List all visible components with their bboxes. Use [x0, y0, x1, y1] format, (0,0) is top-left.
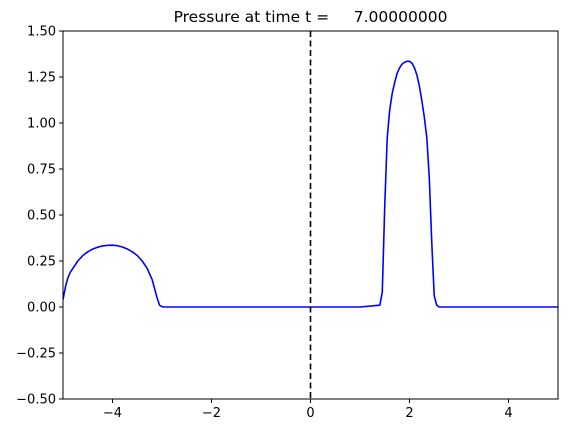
x-axis: −4 −2 0 2 4	[103, 399, 513, 421]
y-tick-label: 1.25	[27, 71, 56, 86]
chart-title: Pressure at time t = 7.00000000	[174, 8, 448, 26]
plot-content	[63, 31, 558, 399]
y-tick-label: 1.50	[27, 25, 56, 40]
y-tick-label: 0.50	[27, 209, 56, 224]
series-line-1	[63, 60, 558, 308]
y-tick-label: −0.25	[16, 347, 56, 362]
y-axis: −0.50 −0.25 0.00 0.25 0.50 0.75 1.00 1.25 1.50	[16, 25, 63, 408]
x-tick-label: −2	[202, 406, 221, 421]
y-tick-label: 0.75	[27, 163, 56, 178]
x-tick-label: 2	[405, 406, 413, 421]
x-tick-label: −4	[103, 406, 122, 421]
y-tick-label: 0.00	[27, 301, 56, 316]
x-tick-label: 0	[306, 406, 314, 421]
y-tick-label: 1.00	[27, 117, 56, 132]
y-tick-label: −0.50	[16, 393, 56, 408]
y-tick-label: 0.25	[27, 255, 56, 270]
x-tick-label: 4	[504, 406, 512, 421]
